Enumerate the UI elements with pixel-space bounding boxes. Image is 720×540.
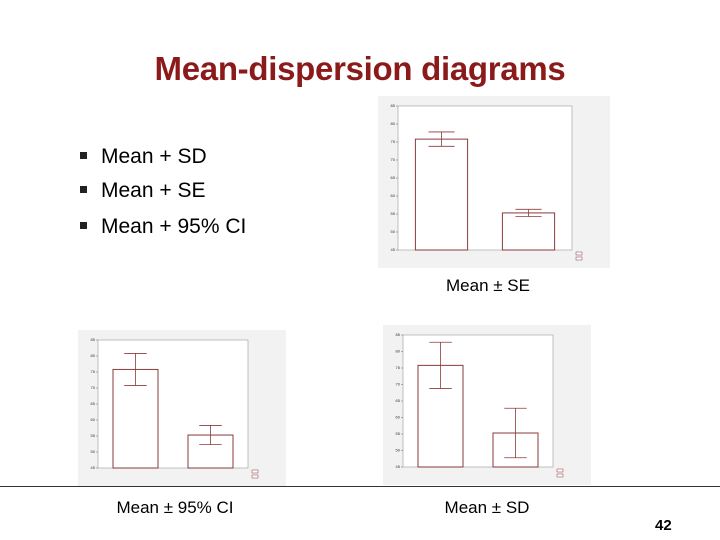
y-tick-label: 75 bbox=[396, 365, 401, 370]
page-number: 42 bbox=[655, 517, 672, 534]
y-tick-label: 75 bbox=[91, 369, 96, 374]
y-tick-label: 70 bbox=[91, 385, 96, 390]
y-tick-label: 50 bbox=[396, 448, 401, 453]
chart-caption: Mean ± SE bbox=[446, 276, 530, 295]
chart: 45 50 55 60 65 70 75 80 85 bbox=[378, 96, 610, 268]
error-bar bbox=[429, 341, 452, 389]
y-tick-label: 55 bbox=[391, 211, 396, 216]
y-tick-label: 60 bbox=[396, 415, 401, 420]
legend-swatch bbox=[251, 474, 259, 479]
bullet: Mean + SE bbox=[80, 179, 205, 203]
y-tick-label: 85 bbox=[91, 337, 96, 342]
y-tick-label: 45 bbox=[91, 465, 96, 470]
divider bbox=[0, 486, 720, 487]
bullet: Mean + 95% CI bbox=[80, 215, 246, 239]
legend-swatch bbox=[251, 469, 259, 474]
error-bar bbox=[515, 208, 542, 217]
slide-title: Mean-dispersion diagrams bbox=[154, 50, 566, 87]
chart: 45 50 55 60 65 70 75 80 85 bbox=[383, 325, 591, 485]
y-tick-label: 55 bbox=[91, 433, 96, 438]
y-tick-label: 45 bbox=[391, 247, 396, 252]
legend-swatch bbox=[556, 473, 564, 478]
chart-caption: Mean ± SD bbox=[444, 498, 530, 517]
y-tick-label: 45 bbox=[396, 464, 401, 469]
y-tick-label: 70 bbox=[396, 382, 401, 387]
y-tick-label: 85 bbox=[396, 332, 401, 337]
y-tick-label: 70 bbox=[391, 157, 396, 162]
y-tick-label: 55 bbox=[396, 431, 401, 436]
error-bar bbox=[428, 131, 455, 147]
y-tick-label: 60 bbox=[391, 193, 396, 198]
error-bar bbox=[199, 425, 222, 446]
y-tick-label: 50 bbox=[91, 449, 96, 454]
y-tick-label: 80 bbox=[396, 349, 401, 354]
y-tick-label: 85 bbox=[391, 103, 396, 108]
bar bbox=[414, 138, 469, 251]
chart: 45 50 55 60 65 70 75 80 85 bbox=[78, 330, 286, 486]
y-tick-label: 50 bbox=[391, 229, 396, 234]
bar bbox=[501, 212, 556, 251]
y-tick-label: 80 bbox=[391, 121, 396, 126]
error-bar bbox=[124, 353, 147, 386]
bar bbox=[112, 368, 159, 469]
legend-swatch bbox=[556, 468, 564, 473]
legend-swatch bbox=[575, 256, 583, 261]
y-tick-label: 65 bbox=[396, 398, 401, 403]
y-tick-label: 75 bbox=[391, 139, 396, 144]
y-tick-label: 65 bbox=[391, 175, 396, 180]
legend-swatch bbox=[575, 251, 583, 256]
chart-caption: Mean ± 95% CI bbox=[116, 498, 234, 517]
error-bar bbox=[504, 407, 527, 459]
y-tick-label: 80 bbox=[91, 353, 96, 358]
bullet: Mean + SD bbox=[80, 145, 207, 169]
y-tick-label: 60 bbox=[91, 417, 96, 422]
y-tick-label: 65 bbox=[91, 401, 96, 406]
